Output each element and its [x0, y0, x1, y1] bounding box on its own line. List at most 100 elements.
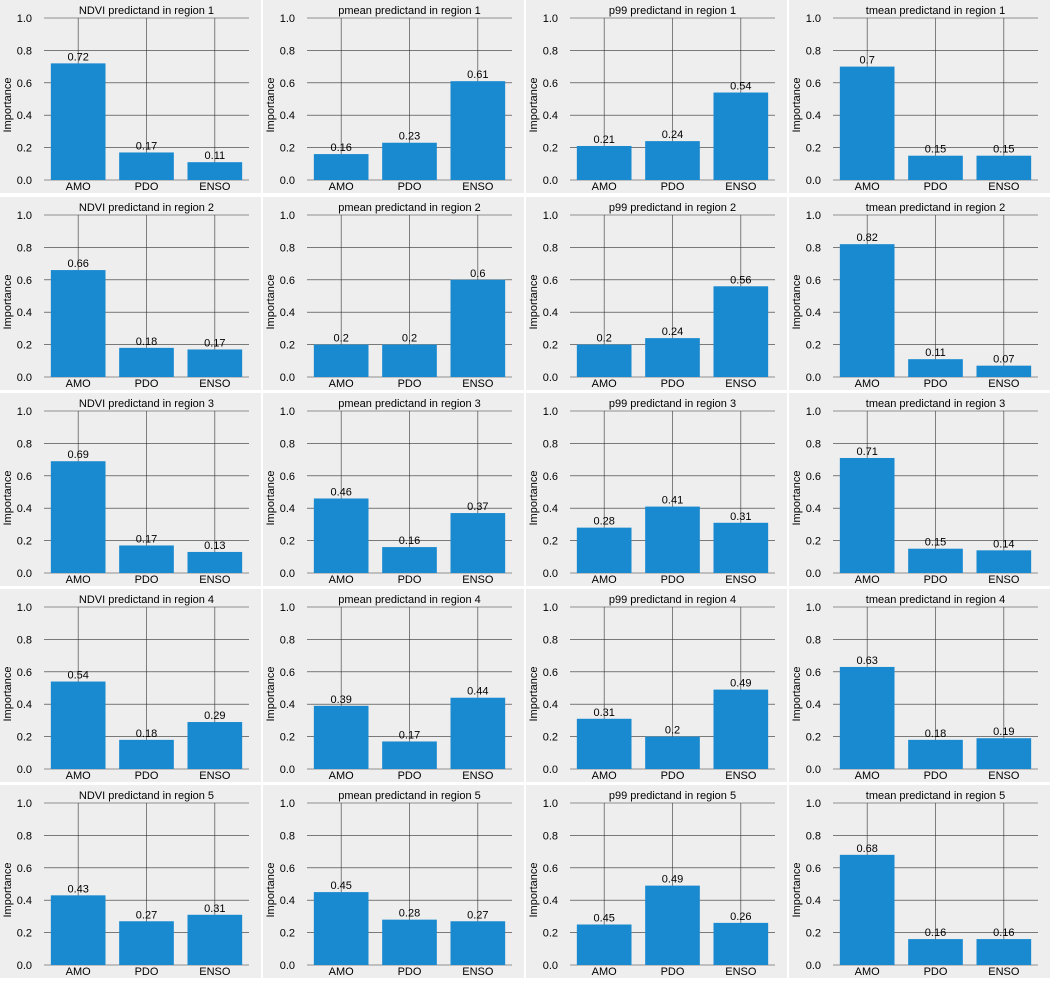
bar-value-label: 0.56 — [730, 274, 751, 286]
bar-amo — [50, 461, 106, 573]
chart-panel-7: 0.0 0.2 0.4 0.6 0.8 1.0 0.2 AMO 0.24 PDO 0.56 ENSO p… — [526, 197, 787, 390]
y-tick-label: 0.2 — [17, 732, 32, 744]
x-tick-label: PDO — [924, 966, 948, 978]
bar-amo — [313, 154, 369, 180]
x-tick-label: AMO — [592, 770, 618, 782]
chart-title: pmean predictand in region 5 — [338, 790, 480, 802]
bar-value-label: 0.21 — [593, 134, 614, 146]
bar-pdo — [908, 739, 963, 769]
chart-title: NDVI predictand in region 5 — [79, 790, 214, 802]
y-tick-label: 0.0 — [806, 372, 821, 384]
bar-value-label: 0.45 — [593, 913, 614, 925]
x-tick-label: AMO — [592, 966, 618, 978]
y-tick-label: 0.2 — [543, 536, 558, 548]
bar-value-label: 0.7 — [860, 55, 875, 67]
bar-value-label: 0.11 — [925, 347, 946, 359]
bar-pdo — [382, 741, 437, 769]
bar-pdo — [119, 152, 174, 180]
y-tick-label: 0.2 — [543, 732, 558, 744]
x-tick-label: AMO — [855, 181, 881, 193]
bar-enso — [713, 689, 769, 769]
x-tick-label: ENSO — [725, 378, 757, 390]
x-tick-label: ENSO — [199, 770, 231, 782]
chart-title: tmean predictand in region 1 — [866, 5, 1005, 17]
bar-pdo — [908, 155, 963, 180]
x-tick-label: PDO — [135, 574, 159, 586]
y-tick-label: 0.6 — [280, 667, 295, 679]
bar-value-label: 0.23 — [399, 131, 420, 143]
bar-value-label: 0.17 — [136, 533, 157, 545]
y-tick-label: 0.2 — [280, 340, 295, 352]
bar-value-label: 0.27 — [136, 909, 157, 921]
bar-enso — [713, 92, 769, 180]
y-tick-label: 0.6 — [17, 78, 32, 90]
bar-value-label: 0.49 — [730, 678, 751, 690]
x-tick-label: PDO — [398, 966, 422, 978]
y-tick-label: 0.6 — [543, 863, 558, 875]
y-tick-label: 0.0 — [280, 175, 295, 187]
y-tick-label: 0.0 — [17, 372, 32, 384]
y-tick-label: 0.2 — [806, 928, 821, 940]
bar-pdo — [382, 547, 437, 573]
x-tick-label: AMO — [329, 966, 355, 978]
y-tick-label: 0.8 — [806, 830, 821, 842]
bar-value-label: 0.68 — [856, 843, 877, 855]
x-tick-label: AMO — [66, 770, 92, 782]
y-tick-label: 0.4 — [17, 895, 32, 907]
bar-enso — [187, 722, 243, 769]
y-tick-label: 0.8 — [806, 242, 821, 254]
y-tick-label: 0.6 — [280, 78, 295, 90]
y-tick-label: 0.2 — [543, 143, 558, 155]
y-tick-label: 1.0 — [543, 602, 558, 614]
chart-panel-5: 0.0 0.2 0.4 0.6 0.8 1.0 0.66 AMO 0.18 PDO 0.17 ENSO… — [0, 197, 261, 390]
y-tick-label: 0.8 — [543, 634, 558, 646]
x-tick-label: ENSO — [462, 378, 494, 390]
chart-panel-8: 0.0 0.2 0.4 0.6 0.8 1.0 0.82 AMO 0.11 PDO 0.07 ENSO… — [789, 197, 1050, 390]
bar-amo — [313, 498, 369, 573]
y-tick-label: 0.8 — [17, 438, 32, 450]
chart-title: NDVI predictand in region 2 — [79, 202, 214, 214]
y-axis-label: Importance — [528, 77, 540, 132]
chart-panel-15: 0.0 0.2 0.4 0.6 0.8 1.0 0.31 AMO 0.2 PDO 0.49 ENSO p… — [526, 589, 787, 782]
bar-value-label: 0.07 — [993, 354, 1014, 366]
y-tick-label: 0.0 — [806, 568, 821, 580]
y-tick-label: 0.6 — [806, 863, 821, 875]
y-tick-label: 0.0 — [543, 960, 558, 972]
y-tick-label: 0.6 — [17, 471, 32, 483]
y-axis-label: Importance — [791, 666, 803, 721]
chart-title: tmean predictand in region 4 — [866, 594, 1005, 606]
y-tick-label: 0.0 — [543, 568, 558, 580]
y-tick-label: 1.0 — [806, 406, 821, 418]
y-tick-label: 1.0 — [806, 13, 821, 25]
y-tick-label: 1.0 — [17, 602, 32, 614]
x-tick-label: ENSO — [988, 574, 1020, 586]
x-tick-label: PDO — [924, 574, 948, 586]
bar-value-label: 0.17 — [399, 729, 420, 741]
x-tick-label: ENSO — [462, 770, 494, 782]
y-tick-label: 0.2 — [280, 732, 295, 744]
y-axis-label: Importance — [265, 274, 277, 329]
y-tick-label: 0.8 — [280, 830, 295, 842]
y-tick-label: 0.8 — [806, 45, 821, 57]
chart-panel-11: 0.0 0.2 0.4 0.6 0.8 1.0 0.28 AMO 0.41 PDO 0.31 ENSO… — [526, 393, 787, 586]
y-tick-label: 1.0 — [280, 406, 295, 418]
bar-value-label: 0.39 — [330, 694, 351, 706]
bar-value-label: 0.46 — [330, 486, 351, 498]
chart-title: pmean predictand in region 2 — [338, 202, 480, 214]
y-tick-label: 0.2 — [806, 340, 821, 352]
y-tick-label: 0.8 — [17, 45, 32, 57]
chart-title: NDVI predictand in region 1 — [79, 5, 214, 17]
y-axis-label: Importance — [791, 470, 803, 525]
y-tick-label: 0.2 — [17, 143, 32, 155]
chart-panel-6: 0.0 0.2 0.4 0.6 0.8 1.0 0.2 AMO 0.2 PDO 0.6 ENSO pme… — [263, 197, 524, 390]
bar-value-label: 0.19 — [993, 726, 1014, 738]
x-tick-label: AMO — [855, 966, 881, 978]
bar-amo — [576, 145, 632, 180]
bar-value-label: 0.24 — [662, 326, 683, 338]
y-tick-label: 0.8 — [280, 45, 295, 57]
bar-value-label: 0.54 — [730, 81, 751, 93]
chart-title: p99 predictand in region 5 — [609, 790, 736, 802]
bar-value-label: 0.41 — [662, 495, 683, 507]
bar-value-label: 0.15 — [993, 144, 1014, 156]
bar-value-label: 0.44 — [467, 686, 488, 698]
